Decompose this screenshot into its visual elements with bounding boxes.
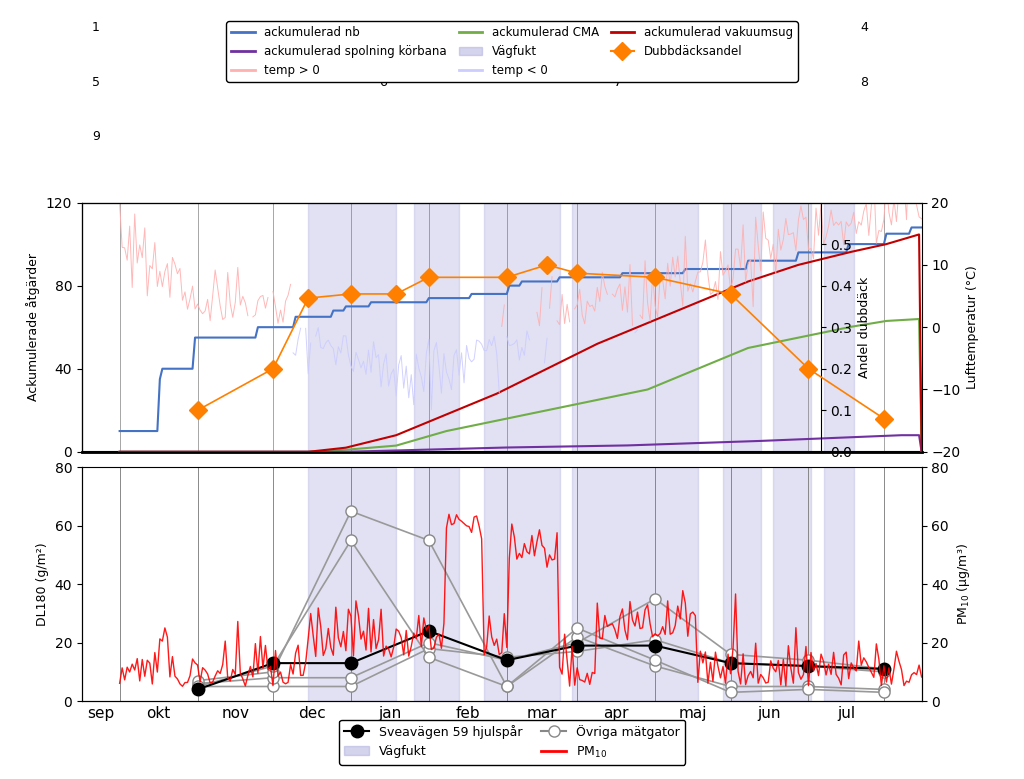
Text: 2: 2 <box>379 21 387 34</box>
Y-axis label: PM$_{10}$ (μg/m³): PM$_{10}$ (μg/m³) <box>954 543 972 626</box>
Bar <box>414 467 459 701</box>
Text: 4: 4 <box>860 21 868 34</box>
Y-axis label: DL180 (g/m²): DL180 (g/m²) <box>36 542 49 626</box>
Text: 9: 9 <box>92 130 100 143</box>
Bar <box>723 203 761 452</box>
Text: 7: 7 <box>614 76 623 89</box>
Y-axis label: Ackumulerade åtgärder: Ackumulerade åtgärder <box>27 253 40 401</box>
Text: 6: 6 <box>379 76 387 89</box>
Y-axis label: Andel dubbdäck: Andel dubbdäck <box>858 277 871 378</box>
Bar <box>484 467 559 701</box>
Bar <box>773 203 811 452</box>
Bar <box>823 203 854 452</box>
Bar <box>572 467 697 701</box>
Bar <box>414 203 459 452</box>
Text: 1: 1 <box>92 21 100 34</box>
Bar <box>308 467 396 701</box>
Bar <box>308 203 396 452</box>
Legend: Sveavägen 59 hjulspår, Vägfukt, Övriga mätgator, PM$_{10}$: Sveavägen 59 hjulspår, Vägfukt, Övriga m… <box>339 720 685 765</box>
Legend: ackumulerad nb, ackumulerad spolning körbana, temp > 0, ackumulerad CMA, Vägfukt: ackumulerad nb, ackumulerad spolning kör… <box>226 22 798 82</box>
Bar <box>773 467 811 701</box>
Y-axis label: Lufttemperatur (°C): Lufttemperatur (°C) <box>966 266 979 389</box>
Bar <box>484 203 559 452</box>
Bar <box>723 467 761 701</box>
Text: 3: 3 <box>614 21 623 34</box>
Bar <box>572 203 697 452</box>
Bar <box>823 467 854 701</box>
Text: 5: 5 <box>92 76 100 89</box>
Text: 8: 8 <box>860 76 868 89</box>
